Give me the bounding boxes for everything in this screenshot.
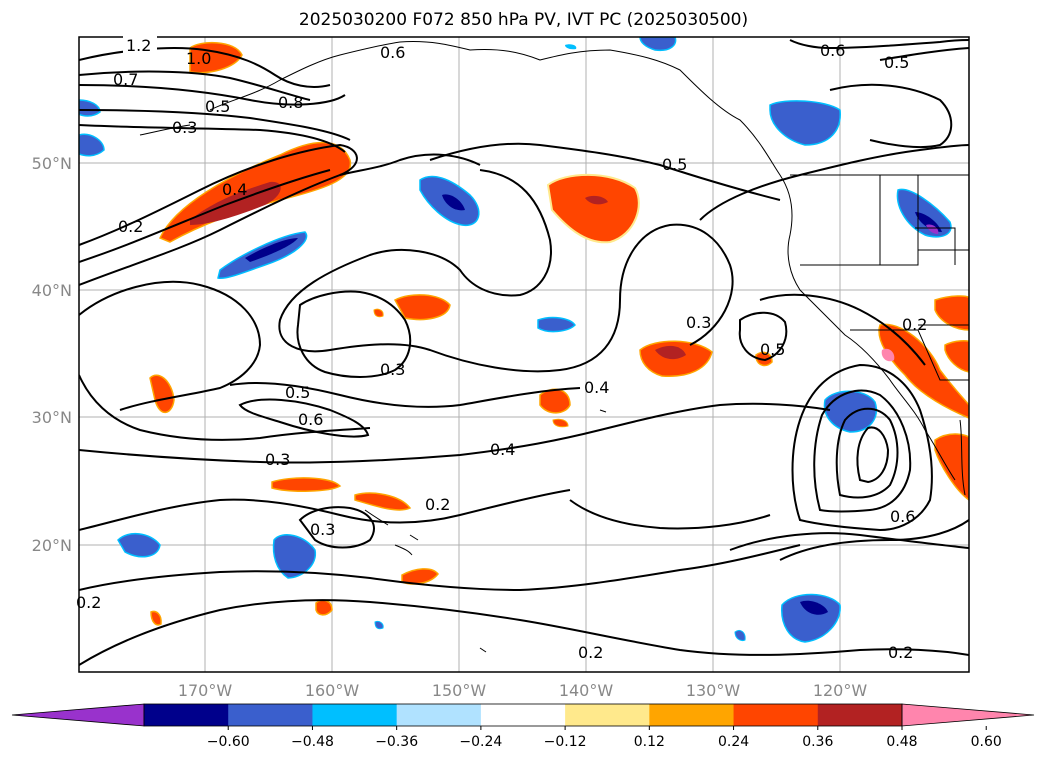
- lat-label: 50°N: [32, 154, 72, 173]
- pv-contours: [79, 39, 969, 666]
- longitude-labels: 170°W 160°W 150°W 140°W 130°W 120°W: [178, 681, 868, 700]
- map-title: 2025030200 F072 850 hPa PV, IVT PC (2025…: [298, 10, 749, 30]
- lon-label: 150°W: [432, 681, 487, 700]
- colorbar-segment: [312, 704, 398, 726]
- contour-label: 0.5: [760, 340, 785, 359]
- contour-label: 0.4: [222, 180, 247, 199]
- lon-label: 120°W: [813, 681, 868, 700]
- contour-label: 0.6: [890, 507, 915, 526]
- colorbar-segment: [228, 704, 313, 726]
- colorbar-segment: [144, 704, 229, 726]
- lon-label: 170°W: [178, 681, 233, 700]
- map-border: [78, 36, 970, 673]
- contour-label: 1.0: [186, 49, 211, 68]
- graticule: [79, 37, 969, 672]
- coastlines: [139, 41, 969, 653]
- contour-label: 0.5: [884, 53, 909, 72]
- colorbar-tick-label: −0.24: [459, 734, 502, 750]
- lat-label: 20°N: [32, 536, 72, 555]
- colorbar-tick-label: 0.12: [634, 734, 665, 750]
- colorbar-tick-label: −0.36: [375, 734, 418, 750]
- colorbar-tick-label: −0.60: [207, 734, 250, 750]
- contour-label: 0.5: [205, 97, 230, 116]
- pv-negative-regions: [79, 37, 952, 643]
- contour-label: 0.3: [172, 118, 197, 137]
- colorbar-segment: [649, 704, 735, 726]
- contour-label: 0.6: [380, 43, 405, 62]
- colorbar-segment: [565, 704, 650, 726]
- contour-label: 0.3: [686, 313, 711, 332]
- lon-label: 130°W: [686, 681, 741, 700]
- contour-label: 0.2: [425, 495, 450, 514]
- contour-label: 0.2: [76, 593, 101, 612]
- contour-label: 0.6: [820, 41, 845, 60]
- colorbar-tick-label: −0.12: [544, 734, 587, 750]
- colorbar-extend-max: [901, 703, 1035, 727]
- contour-labels: 1.2 1.0 0.7 0.6 0.5 0.8 0.3 0.6 0.5 0.4 …: [76, 36, 927, 662]
- colorbar-segment: [733, 704, 819, 726]
- colorbar-tick-label: 0.60: [971, 734, 1002, 750]
- contour-label: 0.5: [662, 155, 687, 174]
- contour-label: 0.7: [113, 70, 138, 89]
- contour-label: 0.6: [298, 410, 323, 429]
- contour-label: 0.2: [888, 643, 913, 662]
- contour-label: 0.5: [285, 383, 310, 402]
- lat-label: 30°N: [32, 408, 72, 427]
- contour-label: 0.3: [380, 360, 405, 379]
- contour-label: 0.4: [490, 440, 515, 459]
- colorbar-tick-label: 0.36: [802, 734, 833, 750]
- contour-label: 0.3: [265, 450, 290, 469]
- contour-label: 0.8: [278, 93, 303, 112]
- colorbar: −0.60 −0.48 −0.36 −0.24 −0.12 0.12 0.24 0.36 0.4…: [11, 703, 1035, 750]
- lon-label: 140°W: [559, 681, 614, 700]
- contour-label: 1.2: [126, 36, 151, 55]
- colorbar-segment: [480, 704, 566, 726]
- colorbar-tick-label: −0.48: [291, 734, 334, 750]
- colorbar-tick-label: 0.24: [718, 734, 749, 750]
- contour-label: 0.2: [118, 217, 143, 236]
- contour-label: 0.2: [902, 315, 927, 334]
- latitude-labels: 50°N 40°N 30°N 20°N: [32, 154, 72, 555]
- colorbar-segment: [817, 704, 903, 726]
- colorbar-tick-label: 0.48: [886, 734, 917, 750]
- lon-label: 160°W: [305, 681, 360, 700]
- lat-label: 40°N: [32, 281, 72, 300]
- contour-label: 0.3: [310, 520, 335, 539]
- pv-positive-regions: [149, 41, 969, 626]
- colorbar-extend-min: [11, 703, 145, 727]
- contour-label: 0.2: [578, 643, 603, 662]
- contour-label: 0.4: [584, 378, 609, 397]
- colorbar-segment: [396, 704, 482, 726]
